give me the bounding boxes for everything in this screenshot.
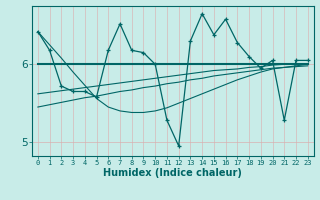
X-axis label: Humidex (Indice chaleur): Humidex (Indice chaleur) bbox=[103, 168, 242, 178]
